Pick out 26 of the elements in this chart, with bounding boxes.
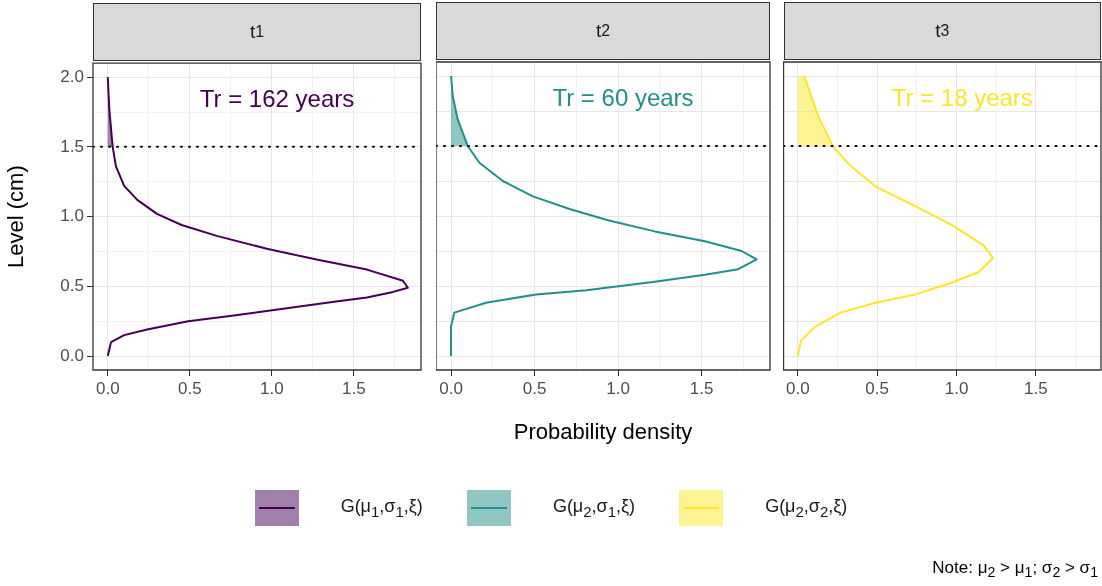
legend-label: G(μ$_{1}$,σ$_{1}$,ξ) [340,496,423,520]
annotation: Tr = 60 years [552,84,694,112]
x-tick-label: 0.5 [865,378,889,398]
y-axis-title: Level (cm) [3,165,29,268]
x-tick-label: 0.5 [522,378,547,398]
x-axis-title: Probability density [513,418,693,444]
x-tick-label: 0.0 [786,378,810,398]
annotation: Tr = 18 years [891,84,1033,112]
x-tick-label: 1.5 [1024,378,1048,398]
x-tick-label: 1.0 [606,378,630,398]
x-tick-label: 1.5 [689,378,714,398]
legend-label: G(μ$_{2}$,σ$_{2}$,ξ) [765,496,848,520]
x-tick-label: 0.5 [177,378,202,398]
x-tick-label: 1.5 [341,378,366,398]
legend-label: G(μ$_{2}$,σ$_{1}$,ξ) [552,496,636,520]
y-tick-label: 0.0 [60,345,84,365]
x-tick-label: 0.0 [95,378,120,398]
x-tick-label: 1.0 [944,378,969,398]
y-tick-label: 2.0 [60,66,84,86]
annotation: Tr = 162 years [199,85,355,113]
y-tick-label: 0.5 [60,276,84,296]
y-tick-label: 1.5 [60,136,84,156]
x-tick-label: 1.0 [259,378,284,398]
text: Note: μ$_{2}$ > μ$_{1}$; σ$_{2}$ > σ$_{1}$ [932,558,1098,581]
x-tick-label: 0.0 [439,378,463,398]
y-tick-label: 1.0 [60,206,84,226]
